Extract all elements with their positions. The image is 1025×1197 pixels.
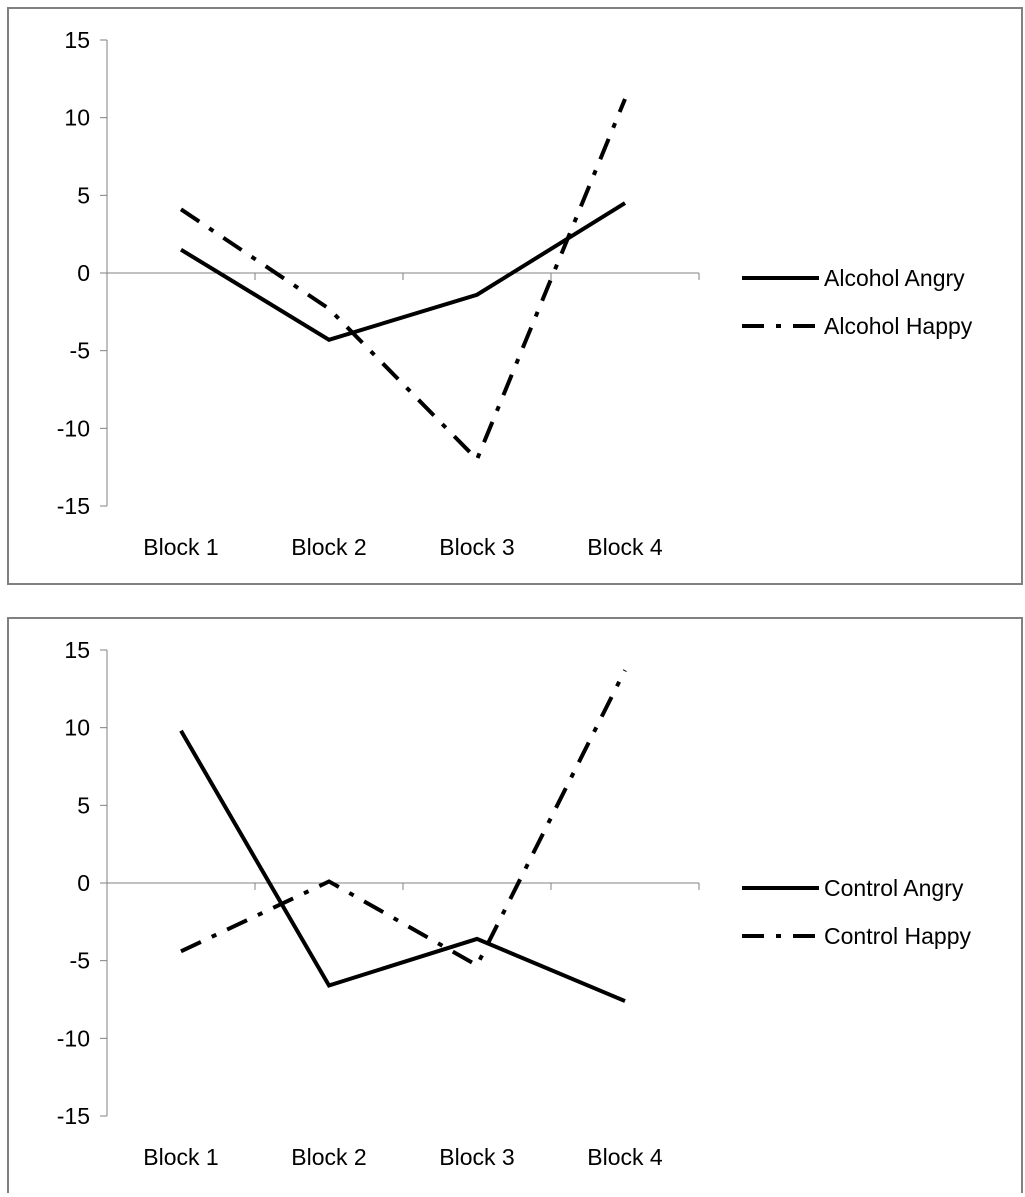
control-chart: 15 10 5 0 -5 -10 -15 Block 1 Block 2 Block 3 Block… (57, 637, 972, 1170)
y-tick-label: 15 (64, 637, 90, 663)
series-line-control-happy (180, 669, 627, 969)
series-line-alcohol-happy (179, 98, 627, 463)
x-category-label: Block 3 (439, 1144, 514, 1170)
series-line-control-angry (179, 729, 626, 1003)
x-category-label: Block 4 (587, 1144, 663, 1170)
legend-label-control-happy: Control Happy (824, 923, 972, 949)
y-tick-label: 10 (64, 715, 90, 741)
control-chart-panel: 15 10 5 0 -5 -10 -15 Block 1 Block 2 Block 3 Block… (7, 617, 1023, 1193)
y-tick-label: 0 (77, 260, 90, 286)
legend-label-alcohol-angry: Alcohol Angry (824, 265, 965, 291)
x-category-label: Block 1 (143, 1144, 218, 1170)
x-category-label: Block 3 (439, 534, 514, 560)
y-tick-label: -10 (57, 1025, 90, 1051)
x-category-label: Block 2 (291, 534, 366, 560)
series-line-alcohol-angry (179, 201, 627, 342)
x-category-label: Block 4 (587, 534, 663, 560)
y-tick-label: -15 (57, 493, 90, 519)
y-tick-label: 0 (77, 870, 90, 896)
y-tick-label: 5 (77, 182, 90, 208)
y-tick-label: -15 (57, 1103, 90, 1129)
alcohol-chart: 15 10 5 0 -5 -10 -15 Block 1 Block 2 Block 3 Block… (57, 27, 973, 560)
y-tick-label: 10 (64, 105, 90, 131)
x-category-label: Block 1 (143, 534, 218, 560)
legend-label-control-angry: Control Angry (824, 875, 964, 901)
legend-label-alcohol-happy: Alcohol Happy (824, 313, 973, 339)
alcohol-chart-panel: 15 10 5 0 -5 -10 -15 Block 1 Block 2 Block 3 Block… (7, 7, 1023, 585)
y-tick-label: 15 (64, 27, 90, 53)
y-tick-label: -10 (57, 415, 90, 441)
x-category-label: Block 2 (291, 1144, 366, 1170)
y-tick-label: 5 (77, 792, 90, 818)
y-tick-label: -5 (70, 338, 90, 364)
y-tick-label: -5 (70, 948, 90, 974)
